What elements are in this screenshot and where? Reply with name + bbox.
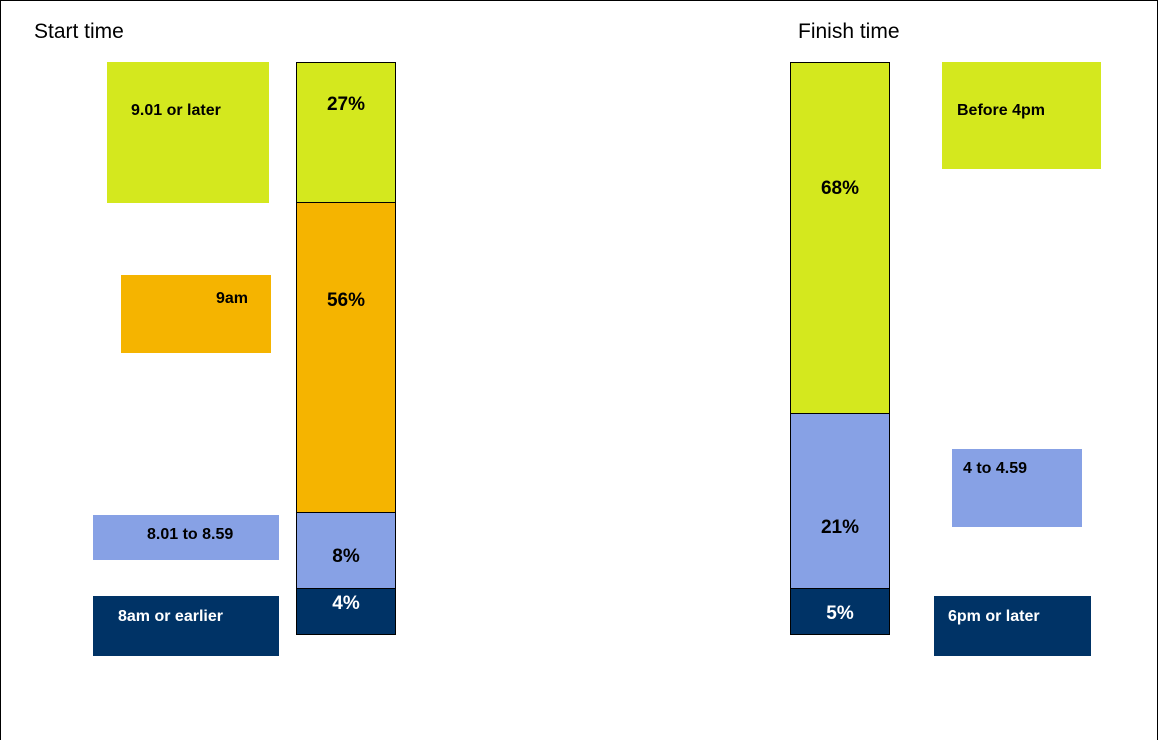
legend-label-6pm-or-later: 6pm or later	[948, 608, 1040, 625]
start-value-label-9am: 56%	[326, 290, 366, 311]
start-value-label-8-01-to-8-59: 8%	[332, 546, 360, 567]
legend-box-9-01-or-later	[107, 62, 269, 203]
finish-time-title: Finish time	[798, 20, 900, 43]
start-bar-segment-9-01-or-later	[296, 62, 396, 203]
finish-value-label-4-to-4-59: 21%	[820, 517, 860, 538]
finish-bar-segment-4-to-4-59	[790, 413, 890, 589]
legend-box-8am-or-earlier	[93, 596, 279, 656]
legend-box-4-to-4-59	[952, 449, 1082, 527]
start-time-title: Start time	[34, 20, 124, 43]
legend-label-8am-or-earlier: 8am or earlier	[118, 608, 223, 625]
start-value-label-8am-or-earlier: 4%	[332, 593, 360, 614]
start-value-label-9-01-or-later: 27%	[326, 94, 366, 115]
start-bar-segment-8-01-to-8-59	[296, 512, 396, 589]
start-bar-segment-9am	[296, 202, 396, 513]
finish-value-label-6pm-or-later: 5%	[826, 603, 854, 624]
finish-bar-segment-before-4pm	[790, 62, 890, 414]
legend-box-before-4pm	[942, 62, 1101, 169]
legend-label-before-4pm: Before 4pm	[957, 102, 1046, 119]
finish-bar-segment-6pm-or-later	[790, 588, 890, 635]
legend-label-9-01-or-later: 9.01 or later	[131, 102, 221, 119]
start-bar-segment-8am-or-earlier	[296, 588, 396, 635]
legend-label-4-to-4-59: 4 to 4.59	[963, 460, 1028, 477]
finish-value-label-before-4pm: 68%	[820, 178, 860, 199]
legend-label-9am: 9am	[216, 290, 249, 307]
legend-box-8-01-to-8-59	[93, 515, 279, 560]
legend-box-9am	[121, 275, 271, 353]
legend-label-8-01-to-8-59: 8.01 to 8.59	[147, 526, 234, 543]
legend-box-6pm-or-later	[934, 596, 1091, 656]
